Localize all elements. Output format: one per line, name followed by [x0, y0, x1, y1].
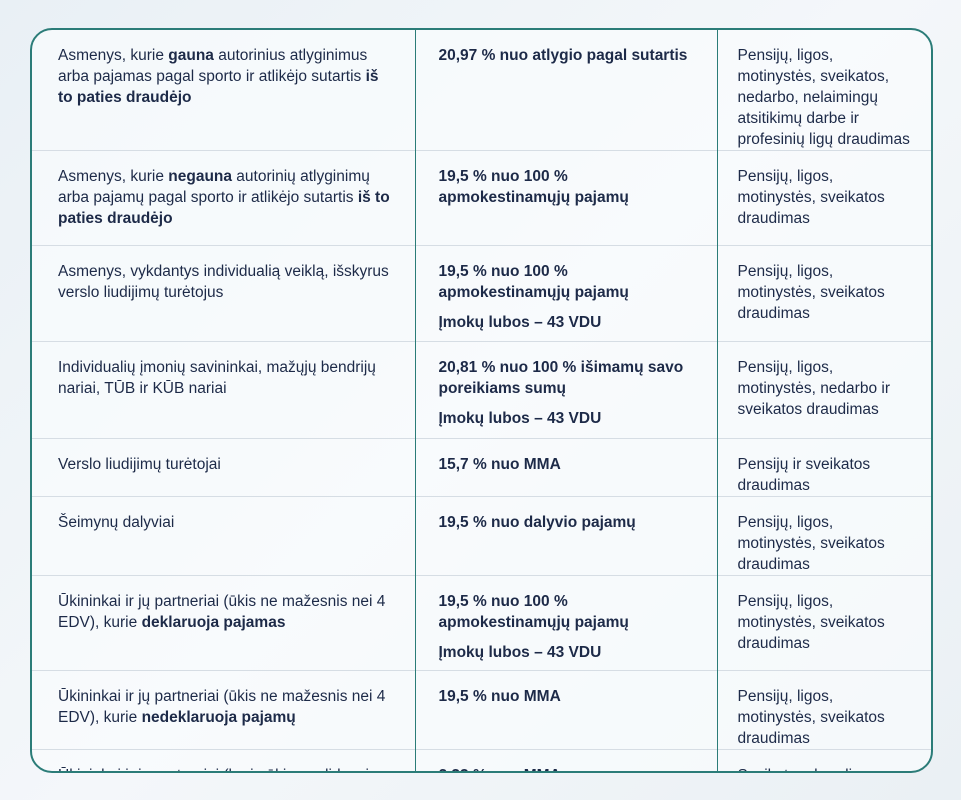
text-run: nedeklaruoja pajamų — [141, 709, 296, 726]
rate-text: 19,5 % nuo dalyvio pajamų — [438, 514, 636, 531]
rate-cell: 19,5 % nuo MMA — [414, 670, 717, 750]
table-frame: Asmenys, kurie gauna autorinius atlygini… — [30, 28, 933, 773]
text-run: Šeimynų dalyviai — [58, 514, 175, 531]
rate-text: Įmokų lubos – 43 VDU — [438, 410, 602, 427]
text-run: Asmenys, kurie — [58, 168, 169, 185]
text-run: Ūkininkai ir jų partneriai (ūkis ne maže… — [58, 593, 386, 631]
rate-cell: 19,5 % nuo 100 % apmokestinamųjų pajamų Į… — [414, 575, 717, 671]
rate-text: 19,5 % nuo 100 % apmokestinamųjų pajamų — [438, 263, 629, 301]
table-row: Asmenys, kurie gauna autorinius atlygini… — [32, 30, 931, 151]
table-row: Šeimynų dalyviai 19,5 % nuo dalyvio pajam… — [32, 496, 931, 576]
rate-cell: 2,33 % nuo MMA — [414, 749, 717, 771]
text-run: Ūkininkai ir jų partneriai (ūkis ne maže… — [58, 688, 386, 726]
text-run: iš to paties draudėjo — [58, 189, 390, 227]
insurance-cell: Pensijų, ligos, motinystės, nedarbo ir s… — [716, 341, 931, 439]
rate-cell: 20,81 % nuo 100 % išimamų savo poreikiam… — [414, 341, 717, 439]
insurance-cell: Pensijų ir sveikatos draudimas — [716, 438, 931, 497]
insurance-cell: Sveikatos draudimas — [716, 749, 931, 771]
insurance-cell: Pensijų, ligos, motinystės, sveikatos dr… — [716, 245, 931, 342]
group-cell: Asmenys, kurie negauna autorinių atlygin… — [32, 150, 415, 246]
insurance-cell: Pensijų, ligos, motinystės, sveikatos dr… — [716, 575, 931, 671]
rate-text: Įmokų lubos – 43 VDU — [438, 314, 602, 331]
rate-cell: 15,7 % nuo MMA — [414, 438, 717, 497]
table: Asmenys, kurie gauna autorinius atlygini… — [32, 30, 931, 771]
rate-cell: 19,5 % nuo 100 % apmokestinamųjų pajamų — [414, 150, 717, 246]
group-cell: Verslo liudijimų turėtojai — [32, 438, 415, 497]
table-row: Ūkininkai ir jų partneriai (kurių ūkis n… — [32, 749, 931, 771]
rate-text: 19,5 % nuo 100 % apmokestinamųjų pajamų — [438, 593, 629, 631]
text-run: gauna — [168, 47, 214, 64]
rate-cell: 20,97 % nuo atlygio pagal sutartis — [414, 30, 717, 151]
group-cell: Individualių įmonių savininkai, mažųjų b… — [32, 341, 415, 439]
text-run: Asmenys, kurie — [58, 47, 169, 64]
rate-text: 19,5 % nuo MMA — [438, 688, 561, 705]
text-run: deklaruoja pajamas — [141, 614, 286, 631]
rate-text: 15,7 % nuo MMA — [438, 456, 561, 473]
group-cell: Ūkininkai ir jų partneriai (ūkis ne maže… — [32, 575, 415, 671]
insurance-cell: Pensijų, ligos, motinystės, sveikatos dr… — [716, 670, 931, 750]
text-run: negauna — [168, 168, 232, 185]
table-row: Ūkininkai ir jų partneriai (ūkis ne maže… — [32, 575, 931, 671]
group-cell: Asmenys, kurie gauna autorinius atlygini… — [32, 30, 415, 151]
table-row: Ūkininkai ir jų partneriai (ūkis ne maže… — [32, 670, 931, 750]
table-row: Verslo liudijimų turėtojai 15,7 % nuo MMA… — [32, 438, 931, 497]
rate-text: 2,33 % nuo MMA — [439, 765, 699, 771]
rate-text: Įmokų lubos – 43 VDU — [438, 644, 602, 661]
group-cell: Šeimynų dalyviai — [32, 496, 415, 576]
table-row: Asmenys, kurie negauna autorinių atlygin… — [32, 150, 931, 246]
text-run: autorinių atlyginimų arba pajamų pagal s… — [58, 168, 370, 206]
insurance-cell: Pensijų, ligos, motinystės, sveikatos dr… — [716, 150, 931, 246]
rate-text: 20,97 % nuo atlygio pagal sutartis — [438, 47, 688, 64]
insurance-cell: Pensijų, ligos, motinystės, sveikatos dr… — [716, 496, 931, 576]
rate-text: 20,81 % nuo 100 % išimamų savo poreikiam… — [438, 359, 684, 397]
rate-cell: 19,5 % nuo dalyvio pajamų — [414, 496, 717, 576]
text-run: Individualių įmonių savininkai, mažųjų b… — [58, 359, 376, 397]
table-row: Asmenys, vykdantys individualią veiklą, … — [32, 245, 931, 342]
text-run: Ūkininkai ir jų partneriai (kurių ūkis n… — [58, 767, 377, 771]
text-run: iš to paties draudėjo — [58, 68, 379, 106]
text-run: Verslo liudijimų turėtojai — [58, 456, 221, 473]
text-run: Asmenys, vykdantys individualią veiklą, … — [58, 263, 389, 301]
group-cell: Asmenys, vykdantys individualią veiklą, … — [32, 245, 415, 342]
text-run: autorinius atlyginimus arba pajamas paga… — [58, 47, 368, 85]
insurance-cell: Pensijų, ligos, motinystės, sveikatos, n… — [716, 30, 931, 151]
group-cell: Ūkininkai ir jų partneriai (ūkis ne maže… — [32, 670, 415, 750]
rate-cell: 19,5 % nuo 100 % apmokestinamųjų pajamų Į… — [414, 245, 717, 342]
group-cell: Ūkininkai ir jų partneriai (kurių ūkis n… — [32, 749, 415, 771]
table-row: Individualių įmonių savininkai, mažųjų b… — [32, 341, 931, 439]
rate-text: 19,5 % nuo 100 % apmokestinamųjų pajamų — [438, 168, 629, 206]
